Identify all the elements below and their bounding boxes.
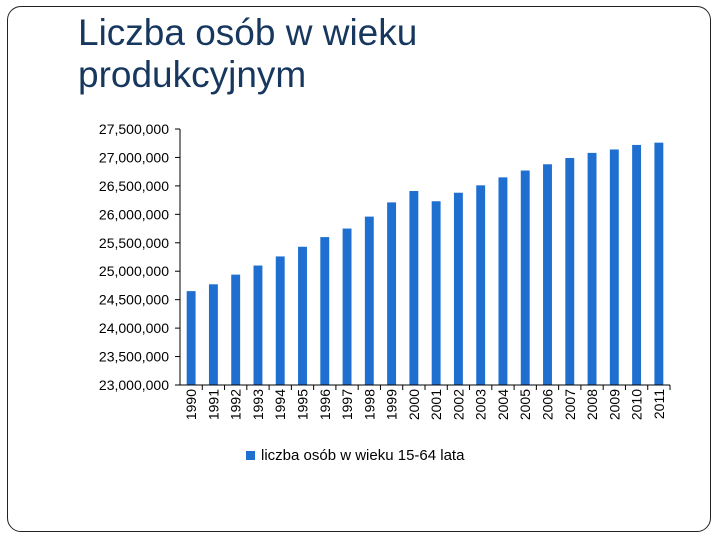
x-tick-label: 2009 [606,389,622,420]
y-tick-label: 24,000,000 [99,320,169,336]
x-tick-label: 2001 [428,389,444,420]
bar [275,256,285,385]
y-tick-label: 27,500,000 [99,121,169,137]
bar [476,185,486,385]
bar [587,152,597,385]
x-tick-label: 2010 [629,389,645,420]
x-tick-label: 1996 [317,389,333,420]
page-title: Liczba osób w wieku produkcyjnym [78,12,418,95]
y-tick-label: 25,000,000 [99,263,169,279]
y-tick-label: 23,000,000 [99,377,169,393]
legend-label: liczba osób w wieku 15-64 lata [261,447,465,464]
y-tick-label: 23,500,000 [99,349,169,365]
bar [387,202,397,385]
slide-frame [7,6,711,532]
y-tick-label: 24,500,000 [99,292,169,308]
bar [253,265,263,385]
x-tick-label: 1992 [228,389,244,420]
bar [298,246,307,385]
bar [320,237,330,385]
x-tick-label: 2004 [495,389,511,420]
bar [498,177,508,385]
bar [342,228,352,385]
legend-swatch [246,451,255,460]
bar [609,149,619,385]
y-tick-label: 26,500,000 [99,178,169,194]
x-tick-label: 2000 [406,389,422,420]
bar [409,191,419,385]
bar [186,291,196,385]
x-tick-label: 2006 [540,389,556,420]
x-tick-label: 1999 [384,389,400,420]
y-tick-label: 26,000,000 [99,206,169,222]
bar [654,142,664,385]
bar [543,164,552,385]
x-tick-label: 1993 [250,389,266,420]
bar [208,284,218,385]
x-tick-label: 2008 [584,389,600,420]
y-tick-label: 25,500,000 [99,235,169,251]
x-tick-label: 1990 [183,389,199,420]
x-tick-label: 1998 [361,389,377,420]
bar [520,170,530,385]
bar [364,216,374,385]
bar [231,274,241,385]
x-tick-label: 2007 [562,389,578,420]
bar [453,192,463,385]
x-tick-label: 1991 [205,389,221,420]
y-tick-label: 27,000,000 [99,149,169,165]
x-tick-label: 2002 [450,389,466,420]
x-tick-label: 2003 [473,389,489,420]
y-axis-ticks: 23,000,000 23,500,000 24,000,000 24,500,000… [99,121,180,393]
x-tick-label: 1994 [272,389,288,420]
x-tick-label: 2005 [517,389,533,420]
x-tick-label: 1995 [295,389,311,420]
x-tick-label: 1997 [339,389,355,420]
bar [632,144,642,385]
bar [431,201,441,385]
x-tick-label: 2011 [651,389,667,419]
bars [186,142,664,385]
chart-legend: liczba osób w wieku 15-64 lata [246,447,464,464]
bar [565,158,575,385]
x-axis-ticks: 1990 1991 1992 1993 1994 1995 1996 1997 1998 1999… [183,385,671,420]
